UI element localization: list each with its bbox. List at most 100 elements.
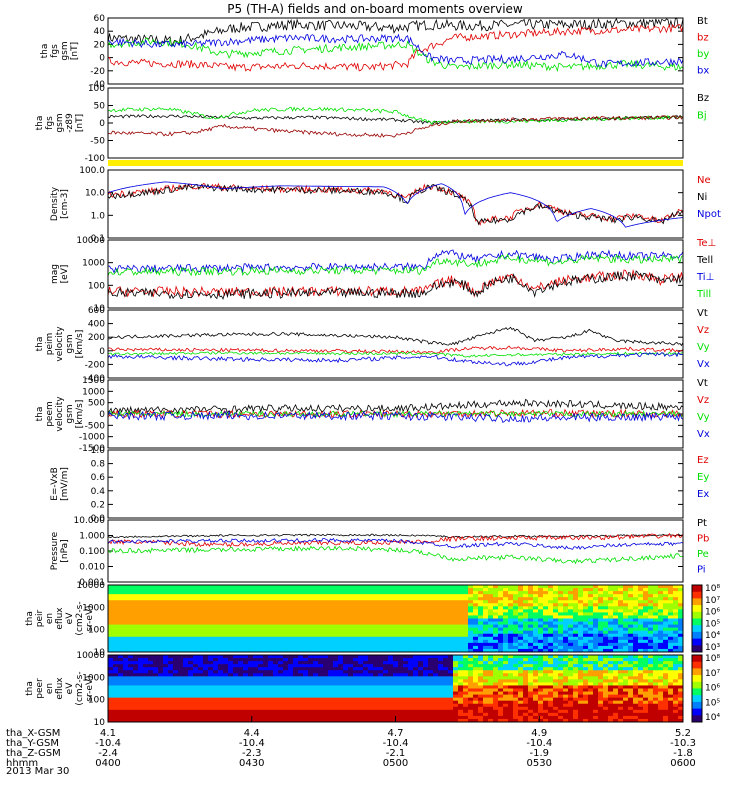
heatmap-cell bbox=[563, 591, 569, 595]
heatmap-cell bbox=[663, 621, 669, 625]
heatmap-cell bbox=[273, 661, 279, 665]
heatmap-cell bbox=[363, 624, 369, 629]
heatmap-cell bbox=[603, 624, 609, 629]
heatmap-cell bbox=[418, 694, 424, 699]
heatmap-cell bbox=[423, 712, 429, 717]
y-tick-label: 10 bbox=[94, 304, 106, 314]
heatmap-cell bbox=[348, 715, 354, 720]
heatmap-cell bbox=[503, 603, 509, 607]
heatmap-cell bbox=[623, 633, 629, 638]
heatmap-cell bbox=[638, 609, 644, 613]
heatmap-cell bbox=[588, 642, 594, 647]
heatmap-cell bbox=[583, 712, 589, 717]
heatmap-cell bbox=[188, 642, 194, 647]
heatmap-cell bbox=[578, 621, 584, 625]
heatmap-cell bbox=[278, 603, 284, 607]
heatmap-cell bbox=[403, 609, 409, 613]
heatmap-cell bbox=[603, 639, 609, 644]
heatmap-cell bbox=[248, 597, 254, 601]
heatmap-cell bbox=[648, 615, 654, 619]
heatmap-cell bbox=[273, 697, 279, 702]
heatmap-cell bbox=[598, 715, 604, 720]
heatmap-cell bbox=[473, 627, 479, 632]
heatmap-cell bbox=[248, 639, 254, 644]
heatmap-cell bbox=[313, 615, 319, 619]
heatmap-cell bbox=[443, 585, 449, 589]
colorbar-segment bbox=[692, 585, 702, 589]
heatmap-cell bbox=[168, 618, 174, 622]
heatmap-cell bbox=[398, 715, 404, 720]
heatmap-cell bbox=[158, 624, 164, 629]
heatmap-cell bbox=[458, 594, 464, 598]
heatmap-cell bbox=[118, 630, 124, 635]
heatmap-cell bbox=[218, 615, 224, 619]
heatmap-cell bbox=[603, 642, 609, 647]
heatmap-cell bbox=[248, 682, 254, 686]
heatmap-cell bbox=[123, 688, 129, 692]
heatmap-cell bbox=[213, 664, 219, 668]
heatmap-cell bbox=[493, 591, 499, 595]
heatmap-cell bbox=[308, 691, 314, 695]
heatmap-cell bbox=[468, 630, 474, 635]
heatmap-cell bbox=[113, 648, 119, 653]
heatmap-cell bbox=[393, 682, 399, 686]
heatmap-cell bbox=[273, 639, 279, 644]
heatmap-cell bbox=[608, 594, 614, 598]
heatmap-cell bbox=[123, 682, 129, 686]
heatmap-cell bbox=[603, 636, 609, 641]
heatmap-cell bbox=[378, 642, 384, 647]
heatmap-cell bbox=[548, 603, 554, 607]
heatmap-cell bbox=[608, 615, 614, 619]
heatmap-cell bbox=[513, 712, 519, 717]
heatmap-cell bbox=[123, 633, 129, 638]
heatmap-cell bbox=[148, 664, 154, 668]
heatmap-cell bbox=[178, 621, 184, 625]
heatmap-cell bbox=[303, 661, 309, 665]
heatmap-cell bbox=[553, 712, 559, 717]
heatmap-cell bbox=[133, 633, 139, 638]
heatmap-cell bbox=[608, 609, 614, 613]
heatmap-cell bbox=[168, 694, 174, 699]
heatmap-cell bbox=[408, 661, 414, 665]
heatmap-cell bbox=[233, 606, 239, 610]
heatmap-cell bbox=[348, 594, 354, 598]
heatmap-cell bbox=[243, 621, 249, 625]
heatmap-cell bbox=[173, 691, 179, 695]
heatmap-cell bbox=[673, 609, 679, 613]
heatmap-cell bbox=[483, 712, 489, 717]
heatmap-cell bbox=[553, 645, 559, 650]
heatmap-cell bbox=[523, 630, 529, 635]
heatmap-cell bbox=[498, 703, 504, 708]
heatmap-cell bbox=[228, 688, 234, 692]
heatmap-cell bbox=[183, 594, 189, 598]
heatmap-cell bbox=[458, 642, 464, 647]
heatmap-cell bbox=[138, 676, 144, 680]
heatmap-cell bbox=[638, 585, 644, 589]
heatmap-cell bbox=[643, 585, 649, 589]
heatmap-cell bbox=[463, 585, 469, 589]
heatmap-cell bbox=[328, 615, 334, 619]
legend-entry: Ni bbox=[697, 192, 707, 203]
heatmap-cell bbox=[293, 606, 299, 610]
heatmap-cell bbox=[493, 609, 499, 613]
heatmap-cell bbox=[478, 691, 484, 695]
heatmap-cell bbox=[508, 718, 514, 723]
heatmap-cell bbox=[503, 691, 509, 695]
heatmap-cell bbox=[453, 655, 459, 659]
heatmap-cell bbox=[213, 618, 219, 622]
heatmap-cell bbox=[213, 639, 219, 644]
heatmap-cell bbox=[133, 639, 139, 644]
heatmap-cell bbox=[498, 630, 504, 635]
heatmap-cell bbox=[413, 585, 419, 589]
heatmap-cell bbox=[678, 585, 684, 589]
heatmap-cell bbox=[553, 685, 559, 689]
heatmap-cell bbox=[258, 588, 264, 592]
heatmap-cell bbox=[228, 655, 234, 659]
heatmap-cell bbox=[538, 591, 544, 595]
heatmap-cell bbox=[168, 664, 174, 668]
heatmap-cell bbox=[333, 706, 339, 711]
heatmap-cell bbox=[273, 621, 279, 625]
heatmap-cell bbox=[673, 639, 679, 644]
heatmap-cell bbox=[228, 718, 234, 723]
heatmap-cell bbox=[563, 594, 569, 598]
